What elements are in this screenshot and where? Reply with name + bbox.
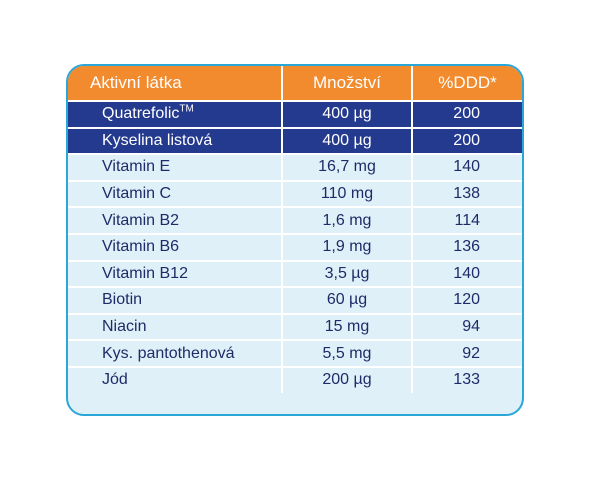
amount-cell: 60 µg xyxy=(282,287,413,315)
substance-name-cell: Biotin xyxy=(68,287,283,315)
rdi-percent-cell: 140 xyxy=(412,154,522,182)
substance-name: Quatrefolic xyxy=(102,105,180,123)
nutrition-table: Aktivní látka Množství %DDD* Quatrefolic… xyxy=(68,66,522,393)
substance-name-cell: Kys. pantothenová xyxy=(68,340,283,368)
rdi-percent-cell: 136 xyxy=(412,233,522,262)
rdi-percent-cell: 92 xyxy=(412,340,522,368)
table-row: Vitamin B6 1,9 mg 136 xyxy=(68,233,522,262)
nutrition-table-card: Aktivní látka Množství %DDD* Quatrefolic… xyxy=(66,64,524,416)
substance-name-cell: Vitamin C xyxy=(68,180,283,209)
table-row: Jód 200 µg 133 xyxy=(68,366,522,393)
substance-name-cell: Jód xyxy=(68,366,283,393)
amount-cell: 15 mg xyxy=(282,313,413,342)
rdi-percent-cell: 114 xyxy=(412,207,522,235)
substance-name-cell: Vitamin B12 xyxy=(68,260,283,289)
rdi-percent-cell: 133 xyxy=(453,371,480,389)
table-row: Kyselina listová 400 µg 200 xyxy=(68,127,522,156)
table-header-row: Aktivní látka Množství %DDD* xyxy=(68,66,522,102)
amount-cell: 1,6 mg xyxy=(282,207,413,235)
header-active-substance: Aktivní látka xyxy=(68,66,283,102)
substance-name-cell: Kyselina listová xyxy=(68,127,283,156)
table-row: QuatrefolicTM 400 µg 200 xyxy=(68,101,522,129)
amount-cell: 110 mg xyxy=(282,180,413,209)
rdi-percent-cell: 138 xyxy=(412,180,522,209)
amount-cell: 400 µg xyxy=(282,127,413,156)
substance-name-cell: Vitamin B6 xyxy=(68,233,283,262)
rdi-percent-cell: 200 xyxy=(412,127,522,156)
amount-cell: 200 µg xyxy=(282,366,413,393)
substance-name-cell: Vitamin E xyxy=(68,154,283,182)
amount-cell: 1,9 mg xyxy=(282,233,413,262)
amount-cell: 3,5 µg xyxy=(282,260,413,289)
header-rdi-percent: %DDD* xyxy=(412,66,522,102)
rdi-percent-cell: 94 xyxy=(412,313,522,342)
header-amount: Množství xyxy=(282,66,413,102)
table-row: Vitamin C 110 mg 138 xyxy=(68,180,522,209)
trademark-superscript: TM xyxy=(179,103,194,115)
rdi-percent-cell: 140 xyxy=(412,260,522,289)
table-row: Vitamin B12 3,5 µg 140 xyxy=(68,260,522,289)
table-row: Biotin 60 µg 120 xyxy=(68,287,522,315)
amount-cell: 5,5 mg xyxy=(282,340,413,368)
table-row: Vitamin E 16,7 mg 140 xyxy=(68,154,522,182)
substance-name-cell: Niacin xyxy=(68,313,283,342)
rdi-percent-cell: 120 xyxy=(412,287,522,315)
table-body: QuatrefolicTM 400 µg 200 Kyselina listov… xyxy=(68,101,522,393)
amount-cell: 400 µg xyxy=(282,101,413,129)
table-row: Niacin 15 mg 94 xyxy=(68,313,522,342)
substance-name-cell: QuatrefolicTM xyxy=(68,101,283,129)
table-row: Kys. pantothenová 5,5 mg 92 xyxy=(68,340,522,368)
rdi-percent-cell: 200 xyxy=(412,101,522,129)
amount-cell: 16,7 mg xyxy=(282,154,413,182)
substance-name-cell: Vitamin B2 xyxy=(68,207,283,235)
table-row: Vitamin B2 1,6 mg 114 xyxy=(68,207,522,235)
